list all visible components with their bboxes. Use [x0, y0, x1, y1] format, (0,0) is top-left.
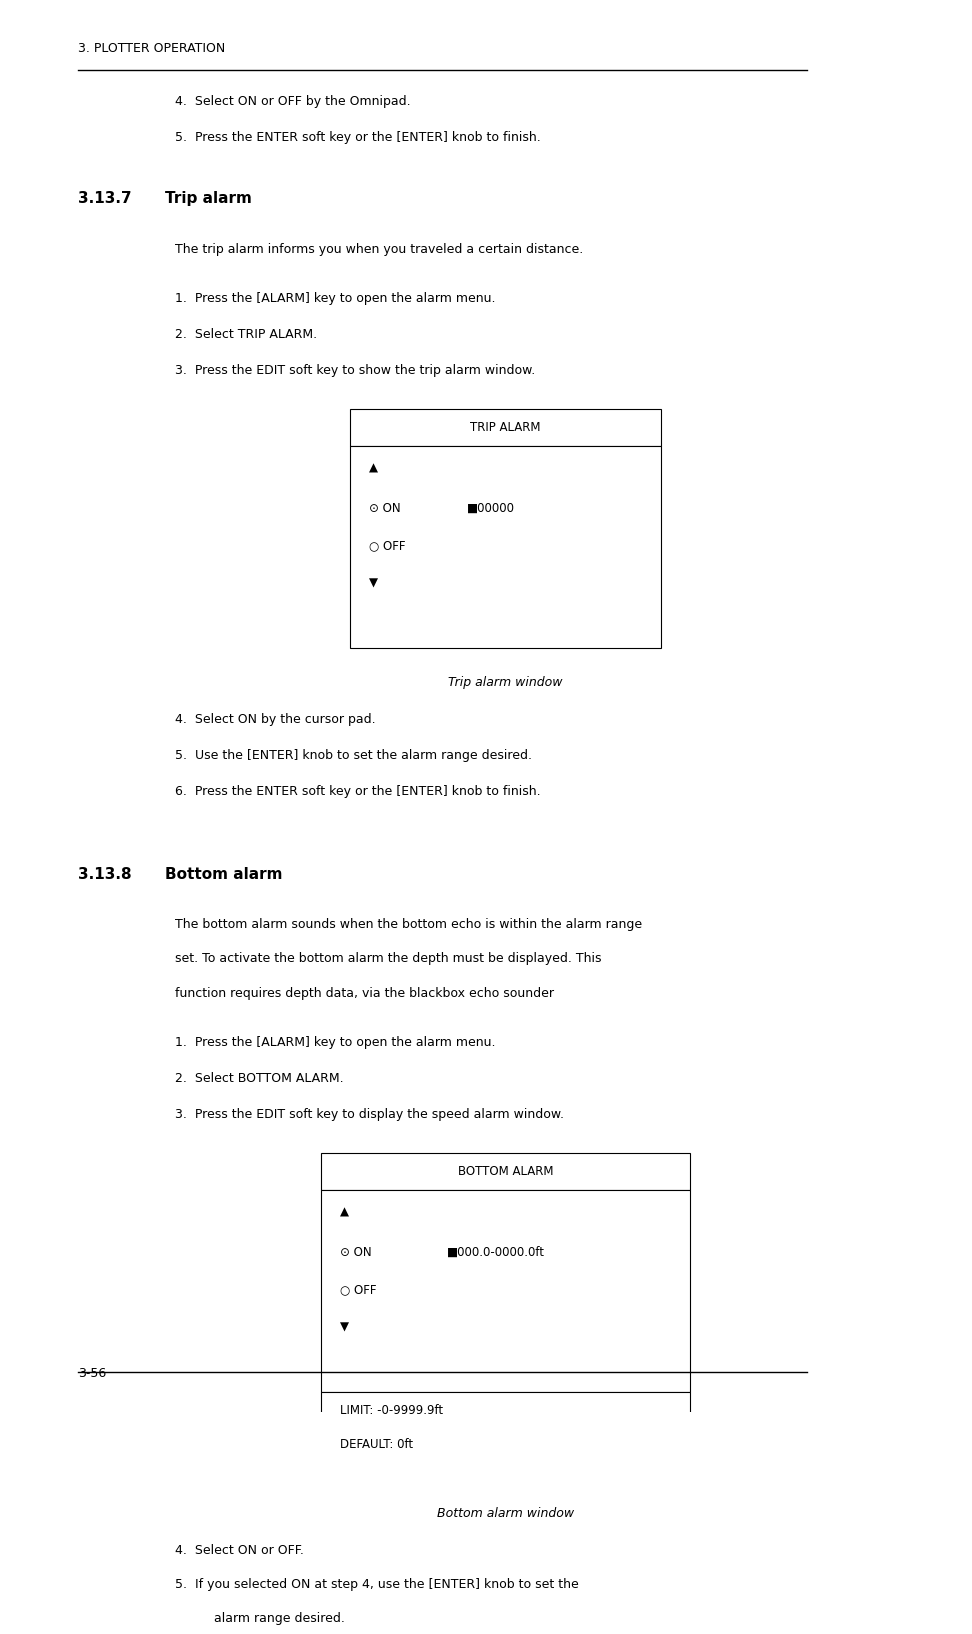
FancyBboxPatch shape: [350, 408, 661, 446]
Text: 1.  Press the [ALARM] key to open the alarm menu.: 1. Press the [ALARM] key to open the ala…: [175, 1036, 496, 1049]
Text: ⊙ ON: ⊙ ON: [369, 502, 401, 515]
FancyBboxPatch shape: [321, 1190, 690, 1392]
Text: ■000.0-0000.0ft: ■000.0-0000.0ft: [447, 1247, 545, 1258]
Text: 3. PLOTTER OPERATION: 3. PLOTTER OPERATION: [78, 42, 225, 56]
Text: Trip alarm window: Trip alarm window: [448, 676, 563, 690]
FancyBboxPatch shape: [350, 446, 661, 649]
Text: ▼: ▼: [369, 577, 378, 590]
Text: 2.  Select TRIP ALARM.: 2. Select TRIP ALARM.: [175, 328, 317, 342]
Text: The bottom alarm sounds when the bottom echo is within the alarm range: The bottom alarm sounds when the bottom …: [175, 918, 642, 931]
Text: Bottom alarm window: Bottom alarm window: [436, 1507, 574, 1520]
Text: DEFAULT: 0ft: DEFAULT: 0ft: [340, 1438, 413, 1451]
Text: ■00000: ■00000: [467, 502, 514, 515]
Text: 5.  Use the [ENTER] knob to set the alarm range desired.: 5. Use the [ENTER] knob to set the alarm…: [175, 748, 532, 761]
Text: 4.  Select ON or OFF.: 4. Select ON or OFF.: [175, 1544, 304, 1557]
Text: ○ OFF: ○ OFF: [340, 1283, 377, 1296]
Text: set. To activate the bottom alarm the depth must be displayed. This: set. To activate the bottom alarm the de…: [175, 953, 602, 966]
Text: 3.  Press the EDIT soft key to display the speed alarm window.: 3. Press the EDIT soft key to display th…: [175, 1108, 564, 1121]
Text: alarm range desired.: alarm range desired.: [214, 1613, 345, 1626]
Text: 4.  Select ON by the cursor pad.: 4. Select ON by the cursor pad.: [175, 712, 375, 725]
Text: ▲: ▲: [369, 462, 378, 475]
Text: TRIP ALARM: TRIP ALARM: [470, 422, 540, 435]
Text: ⊙ ON: ⊙ ON: [340, 1247, 372, 1258]
Text: LIMIT: -0-9999.9ft: LIMIT: -0-9999.9ft: [340, 1404, 443, 1417]
Text: 4.  Select ON or OFF by the Omnipad.: 4. Select ON or OFF by the Omnipad.: [175, 95, 410, 108]
Text: 6.  Press the ENTER soft key or the [ENTER] knob to finish.: 6. Press the ENTER soft key or the [ENTE…: [175, 784, 540, 797]
Text: 5.  Press the ENTER soft key or the [ENTER] knob to finish.: 5. Press the ENTER soft key or the [ENTE…: [175, 131, 540, 144]
Text: ▼: ▼: [340, 1320, 349, 1333]
Text: 5.  If you selected ON at step 4, use the [ENTER] knob to set the: 5. If you selected ON at step 4, use the…: [175, 1578, 578, 1592]
Text: 3.13.8: 3.13.8: [78, 868, 131, 882]
Text: 3.  Press the EDIT soft key to show the trip alarm window.: 3. Press the EDIT soft key to show the t…: [175, 364, 536, 377]
Text: ○ OFF: ○ OFF: [369, 539, 406, 552]
Text: 1.  Press the [ALARM] key to open the alarm menu.: 1. Press the [ALARM] key to open the ala…: [175, 292, 496, 306]
Text: 3-56: 3-56: [78, 1368, 106, 1381]
Text: The trip alarm informs you when you traveled a certain distance.: The trip alarm informs you when you trav…: [175, 243, 583, 257]
FancyBboxPatch shape: [321, 1152, 690, 1190]
Text: Trip alarm: Trip alarm: [165, 191, 252, 206]
Text: function requires depth data, via the blackbox echo sounder: function requires depth data, via the bl…: [175, 987, 554, 1000]
Text: 2.  Select BOTTOM ALARM.: 2. Select BOTTOM ALARM.: [175, 1072, 343, 1085]
Text: Bottom alarm: Bottom alarm: [165, 868, 283, 882]
Text: ▲: ▲: [340, 1206, 349, 1219]
Text: 3.13.7: 3.13.7: [78, 191, 131, 206]
FancyBboxPatch shape: [321, 1392, 690, 1479]
Text: BOTTOM ALARM: BOTTOM ALARM: [458, 1165, 553, 1178]
